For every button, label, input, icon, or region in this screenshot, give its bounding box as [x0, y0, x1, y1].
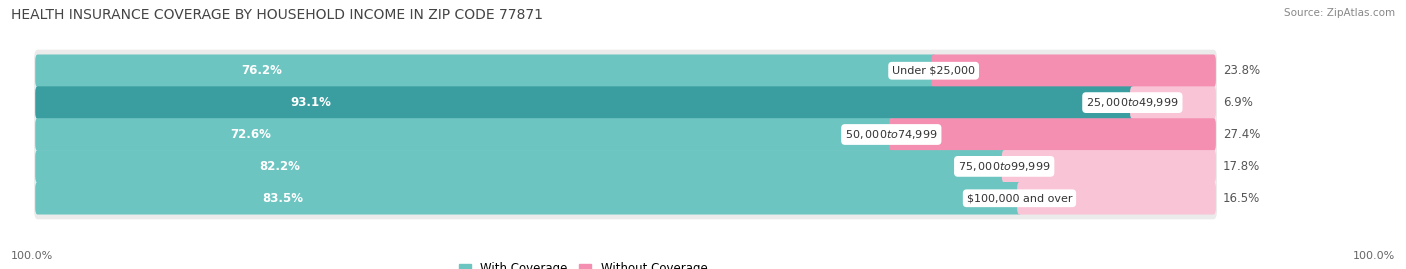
Text: $75,000 to $99,999: $75,000 to $99,999 [957, 160, 1050, 173]
Text: 72.6%: 72.6% [231, 128, 271, 141]
Legend: With Coverage, Without Coverage: With Coverage, Without Coverage [454, 258, 713, 269]
FancyBboxPatch shape [35, 86, 1135, 119]
FancyBboxPatch shape [931, 55, 1216, 87]
Text: HEALTH INSURANCE COVERAGE BY HOUSEHOLD INCOME IN ZIP CODE 77871: HEALTH INSURANCE COVERAGE BY HOUSEHOLD I… [11, 8, 543, 22]
Text: Source: ZipAtlas.com: Source: ZipAtlas.com [1284, 8, 1395, 18]
FancyBboxPatch shape [34, 145, 1218, 187]
FancyBboxPatch shape [34, 177, 1218, 219]
FancyBboxPatch shape [35, 182, 1022, 214]
FancyBboxPatch shape [34, 114, 1218, 155]
Text: $100,000 and over: $100,000 and over [967, 193, 1073, 203]
FancyBboxPatch shape [1002, 150, 1216, 183]
FancyBboxPatch shape [35, 55, 936, 87]
Text: 23.8%: 23.8% [1223, 64, 1260, 77]
FancyBboxPatch shape [1017, 182, 1216, 214]
Text: 83.5%: 83.5% [263, 192, 304, 205]
Text: Under $25,000: Under $25,000 [893, 66, 976, 76]
Text: 17.8%: 17.8% [1223, 160, 1260, 173]
FancyBboxPatch shape [889, 118, 1216, 151]
FancyBboxPatch shape [35, 150, 1007, 183]
Text: $25,000 to $49,999: $25,000 to $49,999 [1085, 96, 1178, 109]
Text: 82.2%: 82.2% [259, 160, 299, 173]
Text: 100.0%: 100.0% [1353, 251, 1395, 261]
FancyBboxPatch shape [35, 118, 894, 151]
Text: 93.1%: 93.1% [291, 96, 332, 109]
FancyBboxPatch shape [34, 82, 1218, 124]
Text: $50,000 to $74,999: $50,000 to $74,999 [845, 128, 938, 141]
Text: 16.5%: 16.5% [1223, 192, 1260, 205]
FancyBboxPatch shape [34, 50, 1218, 92]
Text: 100.0%: 100.0% [11, 251, 53, 261]
Text: 27.4%: 27.4% [1223, 128, 1260, 141]
Text: 76.2%: 76.2% [242, 64, 283, 77]
FancyBboxPatch shape [1130, 86, 1216, 119]
Text: 6.9%: 6.9% [1223, 96, 1253, 109]
